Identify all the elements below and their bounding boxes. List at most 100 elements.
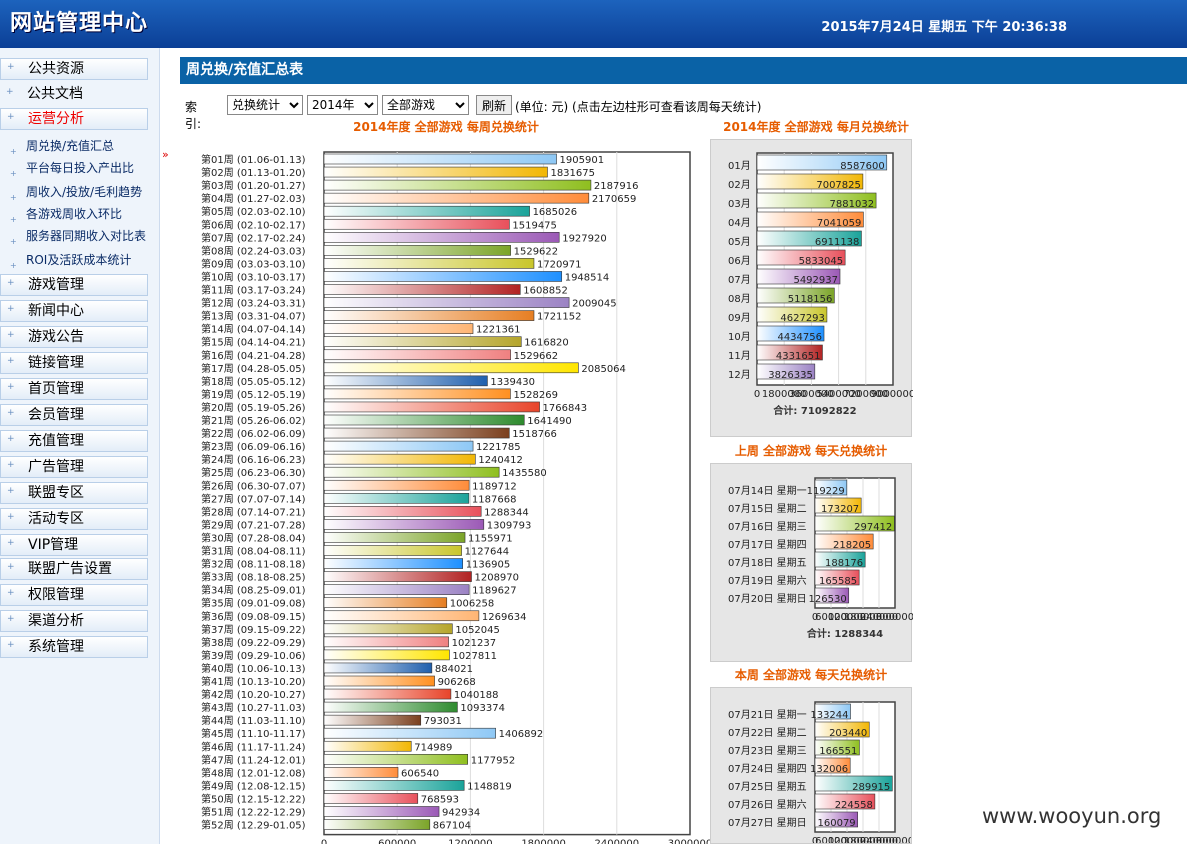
sidebar-item-10[interactable]: + 游戏管理: [0, 274, 148, 296]
sidebar-item-8[interactable]: + 服务器同期收入对比表: [0, 226, 160, 246]
sidebar-item-label: 游戏公告: [28, 329, 84, 345]
bar: [323, 245, 511, 256]
sidebar-item-20[interactable]: + VIP管理: [0, 534, 148, 556]
category-label: 07月26日 星期六: [728, 799, 807, 811]
sidebar-item-7[interactable]: + 各游戏周收入环比: [0, 204, 160, 224]
category-label: 第45周 (11.10-11.17): [201, 727, 306, 740]
sidebar-item-6[interactable]: + 周收入/投放/毛利趋势: [0, 182, 160, 202]
sidebar-item-18[interactable]: + 联盟专区: [0, 482, 148, 504]
sidebar-item-9[interactable]: + ROI及活跃成本统计: [0, 250, 160, 270]
category-label: 第13周 (03.31-04.07): [201, 310, 306, 323]
sidebar-item-13[interactable]: + 链接管理: [0, 352, 148, 374]
plus-icon: +: [7, 614, 15, 624]
sidebar-item-11[interactable]: + 新闻中心: [0, 300, 148, 322]
sidebar-item-24[interactable]: + 系统管理: [0, 636, 148, 658]
x-tick-label: 9000000: [871, 389, 913, 400]
bar: [323, 388, 511, 400]
x-tick-label: 3600000: [789, 389, 834, 400]
sidebar-item-label: 会员管理: [28, 407, 84, 423]
sidebar-item-label: 联盟专区: [28, 485, 84, 501]
bar: [323, 466, 500, 478]
sidebar-item-23[interactable]: + 渠道分析: [0, 610, 148, 632]
data-label: 1518766: [512, 429, 557, 440]
stat-type-select[interactable]: 兑换统计: [227, 95, 303, 115]
data-label: 126530: [809, 594, 847, 605]
refresh-button[interactable]: 刷新: [476, 95, 512, 115]
category-label: 第40周 (10.06-10.13): [201, 662, 306, 675]
sidebar-item-2[interactable]: + 公共文档: [0, 84, 148, 106]
unit-note: (单位: 元) (点击左边柱形可查看该周每天统计): [515, 100, 762, 114]
collapse-arrow-icon[interactable]: »: [162, 148, 169, 161]
category-label: 第06周 (02.10-02.17): [201, 218, 306, 231]
sidebar-item-12[interactable]: + 游戏公告: [0, 326, 148, 348]
data-label: 1685026: [533, 207, 578, 218]
x-tick-label: 180000: [844, 612, 882, 623]
bar: [323, 584, 470, 595]
data-label: 1519475: [512, 220, 557, 231]
index-label: 索引:: [185, 100, 202, 131]
sidebar-item-21[interactable]: + 联盟广告设置: [0, 558, 148, 580]
data-label: 2187916: [594, 181, 639, 192]
bar: [323, 519, 485, 530]
sidebar-item-15[interactable]: + 会员管理: [0, 404, 148, 426]
sidebar-item-1[interactable]: + 公共资源: [0, 58, 148, 80]
x-tick-label: 0: [812, 612, 818, 623]
data-label: 4434756: [777, 332, 822, 343]
bar: [323, 701, 458, 713]
data-label: 1269634: [482, 612, 527, 623]
lastweek-chart-panel: 07月14日 星期一 119229 07月15日 星期二 173207 07月16日 星…: [710, 463, 914, 662]
category-label: 第22周 (06.02-06.09): [201, 427, 306, 440]
bar: [323, 688, 452, 700]
data-label: 2085064: [581, 364, 626, 375]
bar: [323, 310, 535, 321]
sidebar-item-14[interactable]: + 首页管理: [0, 378, 148, 400]
category-label: 05月: [728, 236, 751, 248]
category-label: 第04周 (01.27-02.03): [201, 192, 306, 205]
bar: [323, 597, 448, 609]
bar: [323, 675, 435, 687]
year-select[interactable]: 2014年: [307, 95, 378, 115]
category-label: 第31周 (08.04-08.11): [201, 545, 306, 558]
plus-icon: +: [10, 193, 17, 202]
sidebar-item-3[interactable]: + 运营分析: [0, 108, 148, 130]
sidebar-item-19[interactable]: + 活动专区: [0, 508, 148, 530]
sidebar-item-label: 广告管理: [28, 459, 84, 475]
data-label: 297412: [854, 522, 892, 533]
x-tick-label: 300000: [876, 612, 913, 623]
x-tick-label: 5400000: [816, 389, 861, 400]
bar: [323, 558, 464, 569]
bar: [756, 211, 864, 228]
sidebar-item-label: 系统管理: [28, 639, 84, 655]
category-label: 07月24日 星期四: [728, 763, 807, 775]
category-label: 07月: [728, 274, 751, 286]
monthly-chart-title: 2014年度 全部游戏 每月兑换统计: [723, 120, 909, 134]
category-label: 第39周 (09.29-10.06): [201, 649, 306, 662]
sidebar-item-label: 运营分析: [28, 111, 84, 127]
sidebar-item-17[interactable]: + 广告管理: [0, 456, 148, 478]
bar: [814, 515, 895, 532]
plus-icon: +: [6, 87, 14, 97]
bar: [323, 532, 466, 543]
category-label: 03月: [728, 198, 751, 210]
plus-icon: +: [7, 330, 15, 340]
bar: [756, 306, 828, 323]
bar: [814, 587, 850, 604]
bar: [814, 497, 862, 514]
bar: [323, 179, 592, 191]
sidebar-item-16[interactable]: + 充值管理: [0, 430, 148, 452]
category-label: 第42周 (10.20-10.27): [201, 688, 306, 701]
category-label: 第17周 (04.28-05.05): [201, 362, 306, 375]
bar: [323, 440, 474, 452]
game-select[interactable]: 全部游戏: [382, 95, 469, 115]
data-label: 203440: [829, 728, 867, 739]
sidebar-item-5[interactable]: + 平台每日投入产出比: [0, 158, 160, 178]
x-tick-label: 60000: [815, 836, 847, 844]
plus-icon: +: [7, 112, 15, 122]
bar: [814, 721, 870, 738]
sidebar-item-22[interactable]: + 权限管理: [0, 584, 148, 606]
category-label: 第27周 (07.07-07.14): [201, 492, 306, 505]
sidebar-item-4[interactable]: + 周兑换/充值汇总: [0, 136, 160, 156]
plus-icon: +: [10, 261, 17, 270]
bar: [323, 740, 412, 752]
data-label: 8587600: [840, 161, 885, 172]
